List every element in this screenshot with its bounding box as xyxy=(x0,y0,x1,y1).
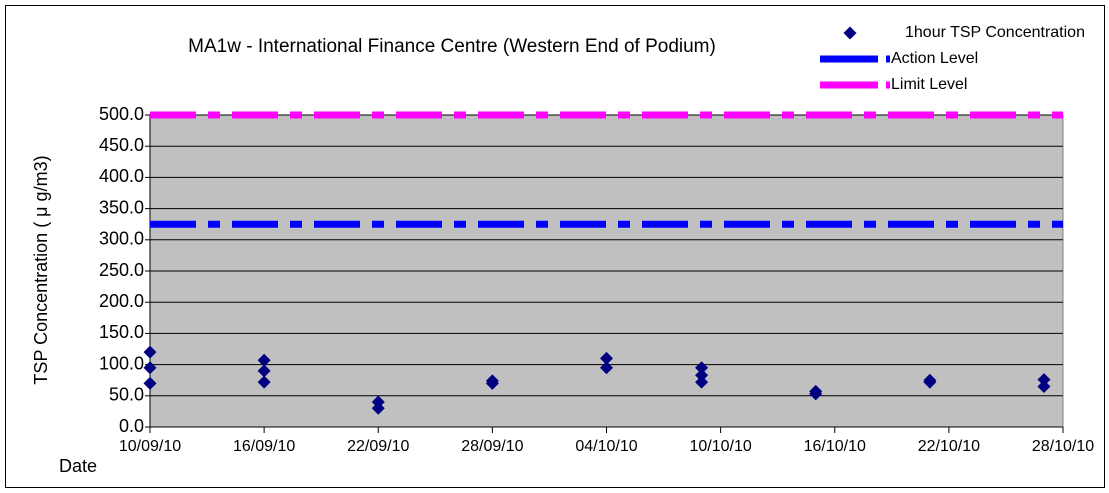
legend-label: Limit Level xyxy=(891,76,967,93)
data-point xyxy=(257,364,271,378)
data-point xyxy=(143,376,157,390)
data-point xyxy=(143,345,157,359)
y-tick-label: 250.0 xyxy=(99,260,144,280)
chart-title: MA1w - International Finance Centre (Wes… xyxy=(188,36,716,57)
data-point xyxy=(695,368,709,382)
data-point xyxy=(695,361,709,375)
x-tick-label: 22/10/10 xyxy=(918,438,980,455)
legend-label: 1hour TSP Concentration xyxy=(905,24,1085,41)
x-tick-label: 28/10/10 xyxy=(1032,438,1094,455)
data-point xyxy=(923,375,937,389)
y-axis-label: TSP Concentration ( μ g/m3) xyxy=(31,155,51,384)
y-tick-label: 500.0 xyxy=(99,104,144,124)
x-tick-label: 16/09/10 xyxy=(233,438,295,455)
y-tick-label: 350.0 xyxy=(99,197,144,217)
y-tick-label: 400.0 xyxy=(99,166,144,186)
x-tick-label: 22/09/10 xyxy=(347,438,409,455)
data-point xyxy=(257,353,271,367)
data-point xyxy=(371,401,385,415)
data-point xyxy=(257,375,271,389)
x-axis-label: Date xyxy=(59,456,97,476)
data-point xyxy=(809,387,823,401)
data-point xyxy=(485,376,499,390)
y-tick-label: 0.0 xyxy=(119,416,144,436)
x-tick-label: 10/10/10 xyxy=(689,438,751,455)
y-tick-label: 150.0 xyxy=(99,322,144,342)
x-tick-label: 28/09/10 xyxy=(461,438,523,455)
x-tick-label: 04/10/10 xyxy=(575,438,637,455)
data-point xyxy=(600,351,613,365)
data-point xyxy=(143,361,157,375)
y-tick-label: 300.0 xyxy=(99,229,144,249)
data-point xyxy=(1037,379,1051,393)
y-tick-label: 100.0 xyxy=(99,353,144,373)
y-tick-label: 450.0 xyxy=(99,135,144,155)
data-point xyxy=(695,375,709,389)
legend-marker xyxy=(843,26,857,40)
legend-label: Action Level xyxy=(891,50,978,67)
x-tick-label: 10/09/10 xyxy=(119,438,181,455)
y-tick-label: 200.0 xyxy=(99,291,144,311)
x-tick-label: 16/10/10 xyxy=(804,438,866,455)
data-point xyxy=(1037,373,1051,387)
y-tick-label: 50.0 xyxy=(109,385,144,405)
data-point xyxy=(600,361,613,375)
